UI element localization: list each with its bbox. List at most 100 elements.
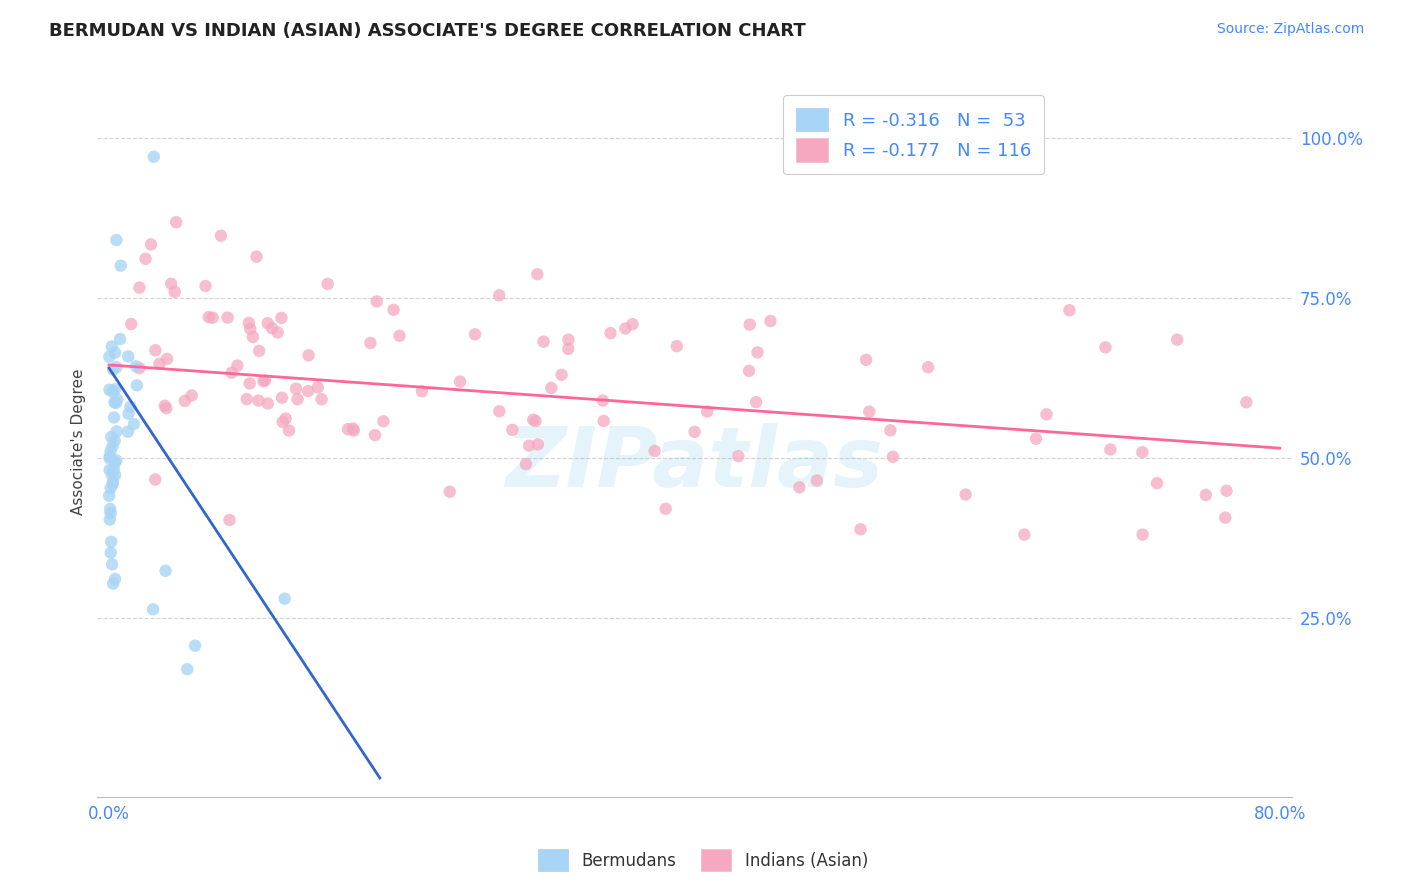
Point bbox=[236, 392, 259, 406]
Text: BERMUDAN VS INDIAN (ASIAN) ASSOCIATE'S DEGREE CORRELATION CHART: BERMUDAN VS INDIAN (ASIAN) ASSOCIATE'S D… bbox=[49, 22, 806, 40]
Point bbox=[738, 318, 761, 332]
Point bbox=[311, 392, 333, 407]
Point bbox=[382, 302, 405, 317]
Point bbox=[142, 150, 165, 164]
Point bbox=[599, 326, 621, 340]
Legend: Bermudans, Indians (Asian): Bermudans, Indians (Asian) bbox=[530, 841, 876, 880]
Point bbox=[100, 430, 122, 444]
Y-axis label: Associate's Degree: Associate's Degree bbox=[72, 368, 86, 515]
Point bbox=[98, 383, 121, 397]
Point bbox=[125, 359, 148, 374]
Point bbox=[307, 380, 329, 394]
Point bbox=[128, 361, 150, 376]
Point bbox=[105, 233, 128, 247]
Point bbox=[1215, 483, 1237, 498]
Point bbox=[501, 423, 523, 437]
Point bbox=[100, 443, 122, 458]
Point bbox=[316, 277, 339, 291]
Point bbox=[110, 259, 132, 273]
Point bbox=[665, 339, 688, 353]
Point bbox=[100, 534, 122, 549]
Point bbox=[252, 374, 274, 388]
Point bbox=[104, 434, 127, 448]
Point bbox=[155, 564, 177, 578]
Point bbox=[101, 477, 124, 491]
Point bbox=[849, 522, 872, 536]
Point bbox=[117, 350, 139, 364]
Point bbox=[342, 421, 364, 435]
Point bbox=[550, 368, 572, 382]
Point bbox=[117, 425, 139, 439]
Point bbox=[789, 480, 811, 494]
Point bbox=[103, 362, 125, 376]
Point bbox=[98, 489, 121, 503]
Point bbox=[101, 558, 124, 572]
Point bbox=[337, 422, 360, 436]
Point bbox=[194, 279, 217, 293]
Point bbox=[1195, 488, 1218, 502]
Point bbox=[917, 360, 939, 375]
Point bbox=[103, 395, 125, 409]
Point bbox=[105, 360, 128, 375]
Point bbox=[524, 414, 547, 428]
Point bbox=[747, 345, 769, 359]
Point bbox=[104, 572, 127, 586]
Point bbox=[266, 326, 288, 340]
Point bbox=[557, 333, 579, 347]
Point bbox=[464, 327, 486, 342]
Point bbox=[683, 425, 706, 439]
Point bbox=[540, 381, 562, 395]
Point bbox=[104, 345, 127, 359]
Point bbox=[122, 417, 145, 431]
Point bbox=[247, 393, 270, 408]
Point bbox=[1166, 333, 1188, 347]
Point bbox=[100, 506, 122, 520]
Point bbox=[104, 456, 127, 470]
Point bbox=[139, 237, 162, 252]
Point bbox=[98, 450, 121, 464]
Point bbox=[101, 339, 124, 353]
Point bbox=[239, 376, 262, 391]
Point bbox=[253, 374, 276, 388]
Point bbox=[287, 392, 309, 407]
Point bbox=[105, 453, 128, 467]
Point bbox=[527, 437, 550, 451]
Point bbox=[101, 475, 124, 490]
Point bbox=[373, 414, 395, 428]
Point bbox=[1094, 340, 1116, 354]
Point bbox=[526, 267, 548, 281]
Point bbox=[879, 423, 901, 437]
Point bbox=[614, 321, 637, 335]
Point bbox=[522, 413, 544, 427]
Point bbox=[101, 384, 124, 399]
Point bbox=[156, 351, 179, 366]
Point bbox=[557, 342, 579, 356]
Point bbox=[759, 314, 782, 328]
Point bbox=[120, 317, 142, 331]
Point bbox=[135, 252, 157, 266]
Point bbox=[855, 352, 877, 367]
Point bbox=[101, 576, 124, 591]
Point bbox=[366, 294, 388, 309]
Point bbox=[738, 364, 761, 378]
Point bbox=[238, 316, 260, 330]
Point bbox=[153, 399, 176, 413]
Point bbox=[155, 401, 177, 416]
Point bbox=[98, 350, 121, 364]
Point bbox=[278, 424, 301, 438]
Point bbox=[256, 396, 278, 410]
Point bbox=[226, 359, 249, 373]
Point bbox=[100, 481, 122, 495]
Point bbox=[271, 391, 294, 405]
Point bbox=[145, 343, 167, 358]
Point bbox=[621, 317, 644, 331]
Point bbox=[271, 415, 294, 429]
Point bbox=[411, 384, 433, 399]
Point bbox=[882, 450, 904, 464]
Point bbox=[1099, 442, 1122, 457]
Point bbox=[955, 487, 977, 501]
Point bbox=[364, 428, 387, 442]
Point bbox=[218, 513, 240, 527]
Point bbox=[128, 280, 150, 294]
Point bbox=[270, 310, 292, 325]
